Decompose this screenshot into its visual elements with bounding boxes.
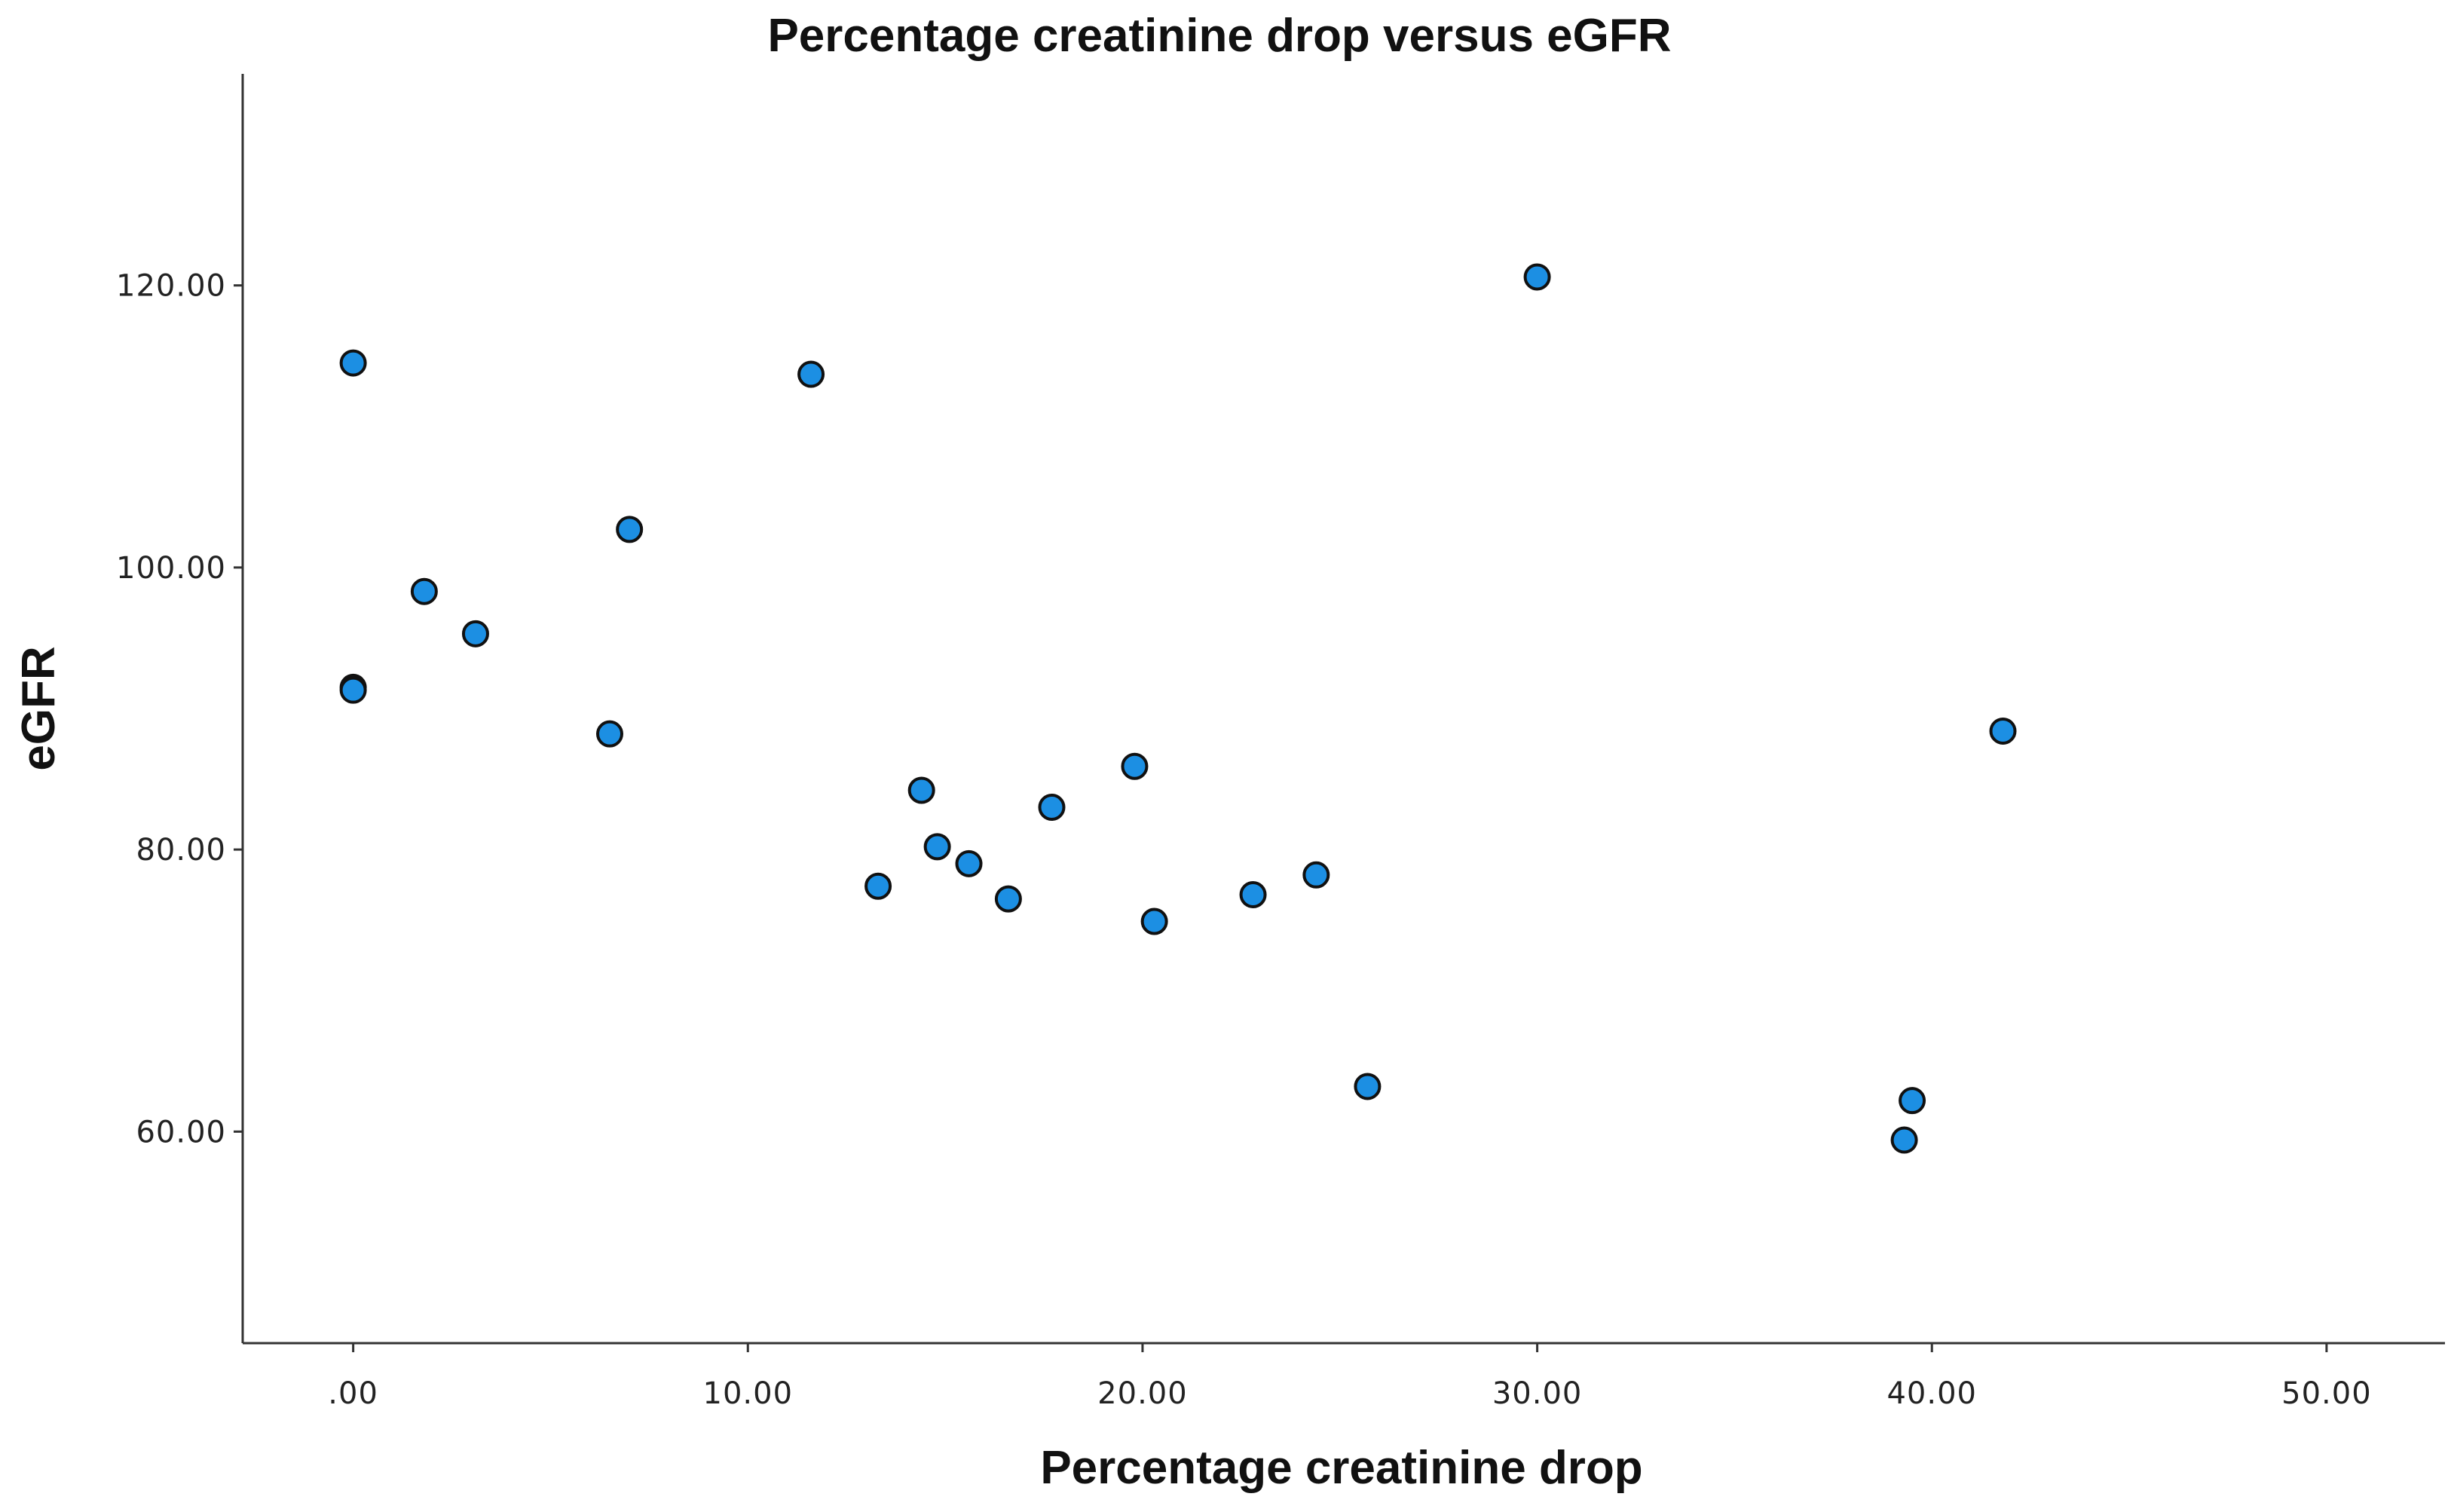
scatter-point (994, 885, 1022, 913)
scatter-point (1302, 861, 1330, 889)
x-tick-label: 40.00 (1886, 1376, 1977, 1411)
x-tick-label: 20.00 (1097, 1376, 1188, 1411)
scatter-point (1038, 793, 1066, 821)
y-tick-label: 100.00 (116, 551, 226, 586)
scatter-point (339, 676, 367, 704)
scatter-point (1523, 263, 1551, 291)
scatter-point (461, 620, 489, 647)
scatter-point (1239, 880, 1267, 908)
y-tick-label: 80.00 (136, 833, 226, 868)
scatter-point (864, 872, 892, 900)
x-tick-label: 30.00 (1492, 1376, 1583, 1411)
data-points (339, 263, 2017, 1154)
x-tick-label: 10.00 (703, 1376, 794, 1411)
scatter-point (1899, 1087, 1926, 1115)
y-tick-label: 60.00 (136, 1115, 226, 1149)
scatter-point (339, 349, 367, 377)
y-axis-label: eGFR (13, 646, 65, 770)
scatter-point (1989, 717, 2017, 745)
scatter-point (616, 516, 644, 543)
scatter-point (1121, 752, 1149, 780)
scatter-point (907, 776, 935, 804)
scatter-point (923, 833, 951, 861)
scatter-point (955, 849, 983, 877)
x-axis-label: Percentage creatinine drop (1040, 1442, 1642, 1494)
chart-title: Percentage creatinine drop versus eGFR (767, 10, 1671, 62)
scatter-point (410, 577, 438, 605)
scatter-point (1354, 1073, 1382, 1100)
x-tick-label: 50.00 (2281, 1376, 2372, 1411)
scatter-point (1140, 908, 1168, 935)
scatter-point (1890, 1126, 1918, 1154)
axis-ticks: .00 10.00 20.00 30.00 40.00 50.00 60.00 80.00 10… (116, 269, 2372, 1411)
x-tick-label: .00 (328, 1376, 378, 1411)
scatter-point (596, 720, 623, 748)
y-tick-label: 120.00 (116, 269, 226, 304)
scatter-point (797, 360, 825, 388)
